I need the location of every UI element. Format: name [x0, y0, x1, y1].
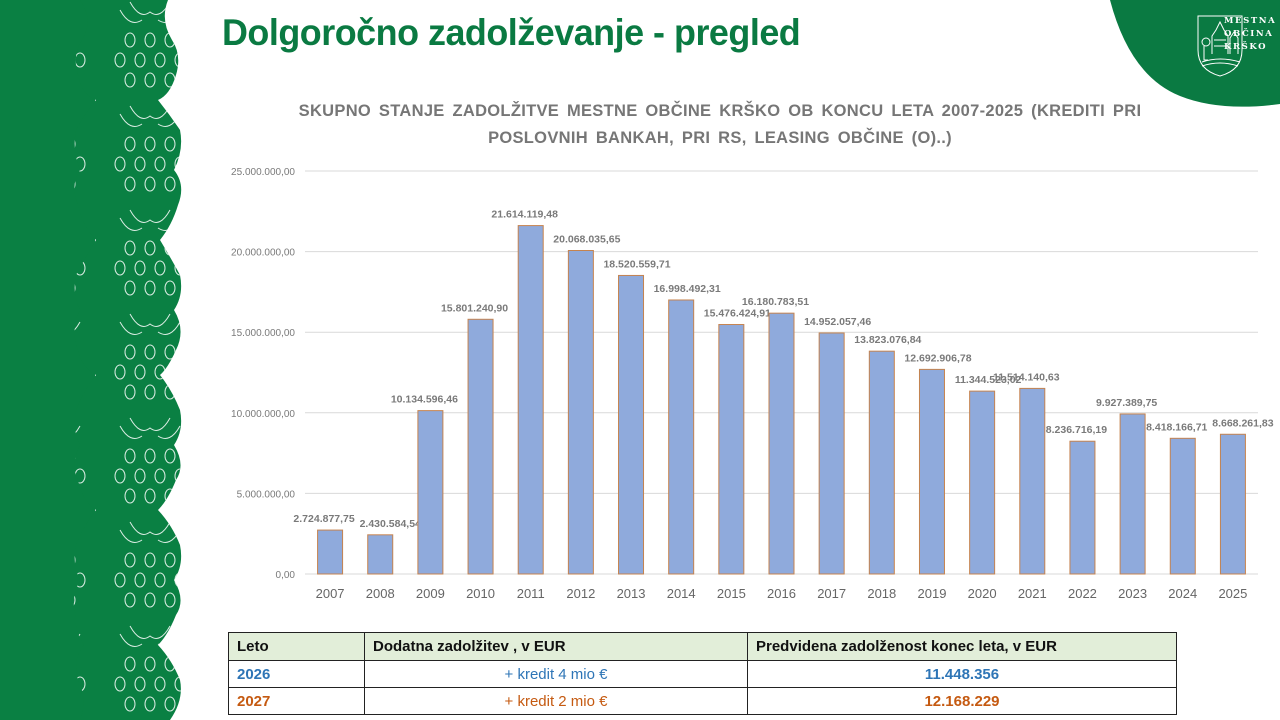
x-tick-label: 2014 — [667, 586, 696, 601]
bar-2015 — [718, 324, 745, 575]
row-year: 2026 — [228, 660, 365, 688]
coat-of-arms-icon — [1197, 15, 1243, 77]
table-header-row: Leto Dodatna zadolžitev , v EUR Predvide… — [228, 632, 1177, 661]
bar-2014 — [668, 299, 695, 575]
x-tick-label: 2022 — [1068, 586, 1097, 601]
x-tick-label: 2025 — [1218, 586, 1247, 601]
data-label: 8.418.166,71 — [1146, 421, 1207, 433]
row-projected: 11.448.356 — [747, 660, 1177, 688]
row-year: 2027 — [228, 687, 365, 715]
x-tick-label: 2008 — [366, 586, 395, 601]
y-tick-label: 15.000.000,00 — [231, 328, 295, 339]
bar-2020 — [969, 390, 996, 575]
decorative-pattern-band — [0, 0, 220, 720]
x-tick-label: 2021 — [1018, 586, 1047, 601]
y-tick-label: 20.000.000,00 — [231, 248, 295, 259]
data-label: 2.724.877,75 — [293, 513, 354, 525]
data-label: 8.236.716,19 — [1046, 424, 1107, 436]
y-tick-label: 5.000.000,00 — [237, 489, 296, 500]
bar-2025 — [1219, 433, 1246, 575]
row-projected: 12.168.229 — [747, 687, 1177, 715]
data-label: 15.476.424,91 — [704, 308, 771, 320]
x-tick-label: 2007 — [316, 586, 345, 601]
y-tick-label: 25.000.000,00 — [231, 167, 295, 178]
data-label: 20.068.035,65 — [553, 234, 620, 246]
data-label: 10.134.596,46 — [391, 394, 458, 406]
chart-title-line-1: SKUPNO STANJE ZADOLŽITVE MESTNE OBČINE K… — [298, 102, 1142, 120]
data-label: 11.514.140,63 — [993, 371, 1060, 383]
bar-2013 — [618, 274, 645, 575]
row-additional: + kredit 2 mio € — [364, 687, 748, 715]
bar-2018 — [868, 350, 895, 575]
data-label: 18.520.559,71 — [603, 258, 670, 270]
bar-2019 — [918, 368, 945, 575]
data-label: 21.614.119,48 — [491, 209, 558, 221]
logo-line-3: KRŠKO — [1224, 42, 1268, 52]
x-tick-label: 2019 — [918, 586, 947, 601]
logo-line-1: MESTNA — [1224, 16, 1277, 26]
data-label: 14.952.057,46 — [804, 316, 871, 328]
bar-2011 — [517, 225, 544, 575]
header-year: Leto — [228, 632, 365, 661]
x-tick-label: 2013 — [617, 586, 646, 601]
bar-2023 — [1119, 413, 1146, 575]
logo-line-2: OBČINA — [1224, 29, 1274, 39]
x-tick-label: 2011 — [517, 586, 545, 601]
bar-2022 — [1069, 440, 1096, 575]
bar-2010 — [467, 318, 494, 575]
bar-2021 — [1019, 387, 1046, 575]
bar-2008 — [367, 534, 394, 575]
bar-2012 — [567, 250, 594, 575]
x-tick-label: 2009 — [416, 586, 445, 601]
data-label: 16.998.492,31 — [654, 283, 721, 295]
page-title: Dolgoročno zadolževanje - pregled — [222, 12, 801, 53]
bar-2016 — [768, 312, 795, 575]
data-label: 15.801.240,90 — [441, 302, 508, 314]
chart-title-line-2: POSLOVNIH BANKAH, PRI RS, LEASING OBČINE… — [488, 129, 952, 147]
x-tick-label: 2016 — [767, 586, 796, 601]
table-row: 2026 + kredit 4 mio € 11.448.356 — [228, 660, 1177, 688]
data-label: 8.668.261,83 — [1212, 417, 1273, 429]
bar-2024 — [1169, 437, 1196, 575]
data-label: 9.927.389,75 — [1096, 397, 1157, 409]
data-label: 11.344.523,02 — [955, 374, 1022, 386]
header-projected-debt: Predvidena zadolženost konec leta, v EUR — [747, 632, 1177, 661]
bar-2007 — [317, 529, 344, 575]
table-row: 2027 + kredit 2 mio € 12.168.229 — [228, 687, 1177, 715]
data-label: 13.823.076,84 — [854, 334, 921, 346]
row-additional: + kredit 4 mio € — [364, 660, 748, 688]
y-tick-label: 10.000.000,00 — [231, 409, 295, 420]
x-tick-label: 2015 — [717, 586, 746, 601]
bar-2017 — [818, 332, 845, 575]
projection-table: Leto Dodatna zadolžitev , v EUR Predvide… — [228, 632, 1177, 715]
header-additional-debt: Dodatna zadolžitev , v EUR — [364, 632, 748, 661]
x-tick-label: 2024 — [1168, 586, 1197, 601]
x-tick-label: 2018 — [867, 586, 896, 601]
brand-corner-shape — [1110, 0, 1280, 107]
chart-title: SKUPNO STANJE ZADOLŽITVE MESTNE OBČINE K… — [270, 98, 1170, 152]
bar-chart: 0,00 5.000.000,00 10.000.000,00 15.000.000,… — [231, 167, 1274, 601]
y-tick-label: 0,00 — [276, 570, 296, 581]
x-tick-label: 2020 — [968, 586, 997, 601]
bar-2009 — [417, 410, 444, 575]
municipality-logo-text: MESTNA OBČINA KRŠKO — [1224, 15, 1276, 54]
data-label: 2.430.584,54 — [360, 518, 421, 530]
x-tick-label: 2012 — [566, 586, 595, 601]
data-label: 16.180.783,51 — [742, 296, 809, 308]
x-tick-label: 2010 — [466, 586, 495, 601]
x-tick-label: 2017 — [817, 586, 846, 601]
x-tick-label: 2023 — [1118, 586, 1147, 601]
data-label: 12.692.906,78 — [904, 352, 971, 364]
